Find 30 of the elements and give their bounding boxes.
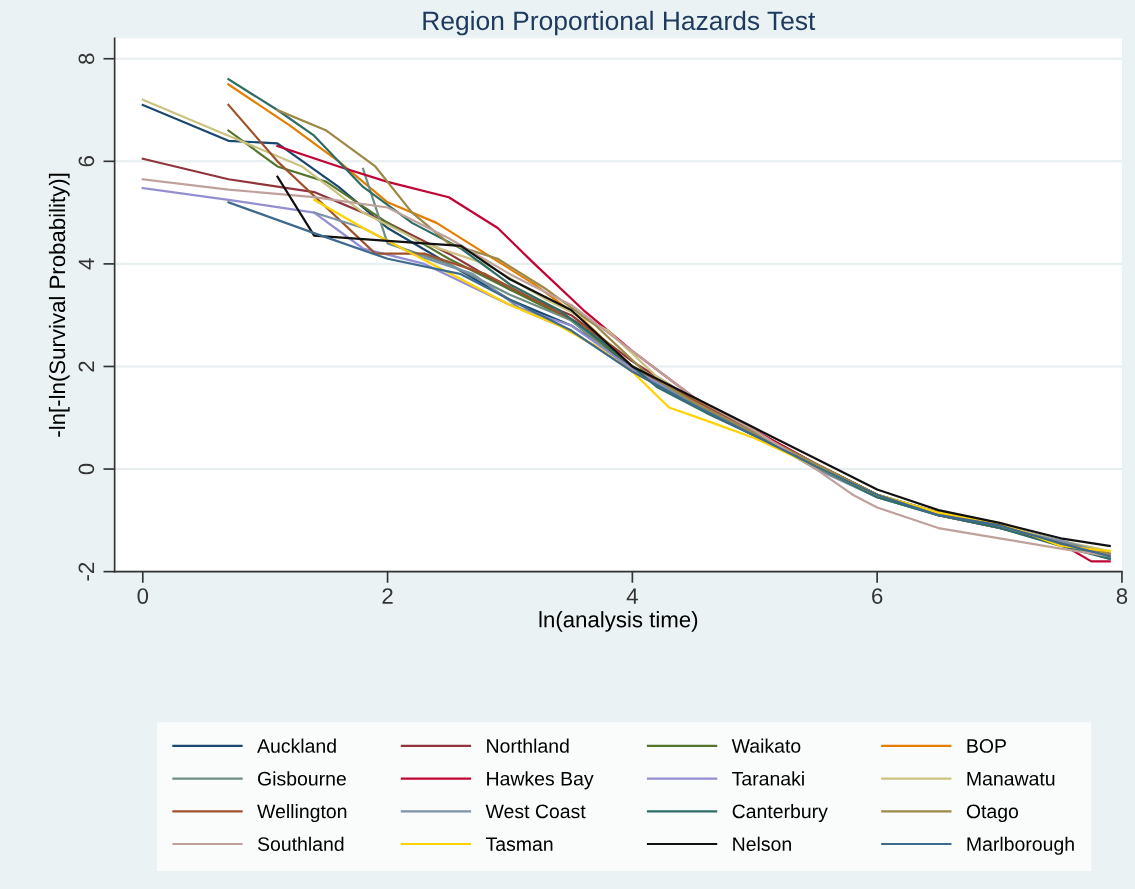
legend-label: Waikato xyxy=(731,738,801,753)
legend-label: Tasman xyxy=(485,837,553,851)
legend-label: Northland xyxy=(487,738,569,753)
legend-label: Taranaki xyxy=(732,771,804,786)
y-tick-label: 0 xyxy=(78,463,95,475)
legend-label: BOP xyxy=(967,739,1006,753)
legend-label: Manawatu xyxy=(967,772,1055,786)
legend-label: Otago xyxy=(966,804,1019,823)
legend-label: Gisbourne xyxy=(258,771,346,786)
y-tick-label: -2 xyxy=(78,562,95,581)
legend-label: Canterbury xyxy=(732,804,828,823)
x-tick-label: 6 xyxy=(872,588,883,604)
x-tick-label: 0 xyxy=(137,588,149,604)
legend-label: Southland xyxy=(257,836,344,851)
y-tick-label: 2 xyxy=(78,361,95,372)
x-tick-label: 2 xyxy=(382,588,393,604)
legend-label: Nelson xyxy=(733,836,791,851)
x-tick-label: 8 xyxy=(1116,588,1128,604)
legend-label: Auckland xyxy=(257,738,336,753)
legend-label: Marlborough xyxy=(967,836,1074,855)
legend-label: West Coast xyxy=(485,804,586,819)
legend-label: Wellington xyxy=(257,804,347,823)
y-axis-title: -ln[-ln(Survival Probability)] xyxy=(48,173,70,437)
x-axis-title: ln(analysis time) xyxy=(539,611,698,632)
legend-label: Hawkes Bay xyxy=(487,771,594,790)
chart-title: Region Proportional Hazards Test xyxy=(423,10,816,36)
y-tick-label: 8 xyxy=(78,53,95,64)
y-tick-label: 6 xyxy=(78,156,95,167)
y-tick-label: 4 xyxy=(78,258,95,270)
x-tick-label: 4 xyxy=(626,588,638,604)
